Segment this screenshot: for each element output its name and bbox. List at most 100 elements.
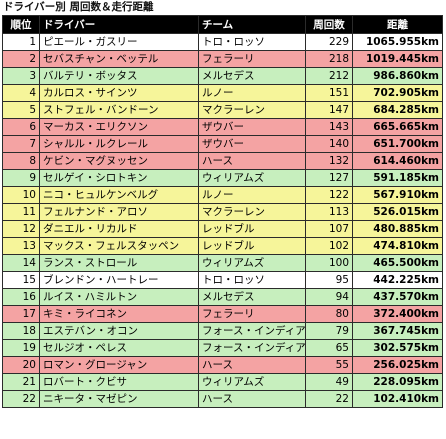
laps-cell: 229	[305, 33, 353, 51]
laps-cell: 113	[305, 203, 353, 221]
distance-cell: 480.885km	[352, 220, 443, 238]
table-row: 10 ニコ・ヒュルケンベルグ ルノー 122 567.910km	[2, 186, 443, 204]
laps-cell: 49	[305, 373, 353, 391]
table-row: 1 ピエール・ガスリー トロ・ロッソ 229 1065.955km	[2, 33, 443, 51]
distance-cell: 442.225km	[352, 271, 443, 289]
table-row: 21 ロバート・クビサ ウィリアムズ 49 228.095km	[2, 373, 443, 391]
rank-cell: 17	[2, 305, 40, 323]
driver-cell: シャルル・ルクレール	[39, 135, 199, 153]
table-row: 22 ニキータ・マゼピン ハース 22 102.410km	[2, 390, 443, 408]
laps-cell: 22	[305, 390, 353, 408]
laps-cell: 100	[305, 254, 353, 272]
distance-cell: 614.460km	[352, 152, 443, 170]
table-row: 7 シャルル・ルクレール ザウバー 140 651.700km	[2, 135, 443, 153]
table-row: 17 キミ・ライコネン フェラーリ 80 372.400km	[2, 305, 443, 323]
driver-cell: バルテリ・ボッタス	[39, 67, 199, 85]
table-row: 8 ケビン・マグヌッセン ハース 132 614.460km	[2, 152, 443, 170]
distance-cell: 986.860km	[352, 67, 443, 85]
rank-cell: 2	[2, 50, 40, 68]
laps-cell: 147	[305, 101, 353, 119]
distance-cell: 1065.955km	[352, 33, 443, 51]
laps-cell: 95	[305, 271, 353, 289]
team-cell: メルセデス	[198, 67, 306, 85]
team-cell: フェラーリ	[198, 50, 306, 68]
table-row: 11 フェルナンド・アロソ マクラーレン 113 526.015km	[2, 203, 443, 221]
distance-cell: 591.185km	[352, 169, 443, 187]
rank-cell: 20	[2, 356, 40, 374]
driver-cell: エステバン・オコン	[39, 322, 199, 340]
team-cell: レッドブル	[198, 237, 306, 255]
rank-cell: 19	[2, 339, 40, 357]
distance-cell: 1019.445km	[352, 50, 443, 68]
rank-cell: 15	[2, 271, 40, 289]
rank-cell: 12	[2, 220, 40, 238]
rank-cell: 22	[2, 390, 40, 408]
driver-ranking-table: 順位 ドライバー チーム 周回数 距離 1 ピエール・ガスリー トロ・ロッソ 229 1…	[2, 15, 443, 408]
team-cell: トロ・ロッソ	[198, 33, 306, 51]
laps-cell: 65	[305, 339, 353, 357]
driver-cell: ニコ・ヒュルケンベルグ	[39, 186, 199, 204]
table-row: 6 マーカス・エリクソン ザウバー 143 665.665km	[2, 118, 443, 136]
laps-cell: 140	[305, 135, 353, 153]
team-cell: ウィリアムズ	[198, 254, 306, 272]
team-cell: フォース・インディア	[198, 339, 306, 357]
table-row: 14 ランス・ストロール ウィリアムズ 100 465.500km	[2, 254, 443, 272]
rank-cell: 13	[2, 237, 40, 255]
distance-cell: 567.910km	[352, 186, 443, 204]
distance-cell: 702.905km	[352, 84, 443, 102]
laps-cell: 212	[305, 67, 353, 85]
team-cell: ルノー	[198, 84, 306, 102]
team-cell: ウィリアムズ	[198, 373, 306, 391]
laps-cell: 151	[305, 84, 353, 102]
team-cell: ウィリアムズ	[198, 169, 306, 187]
driver-cell: セルゲイ・シロトキン	[39, 169, 199, 187]
header-team: チーム	[198, 15, 306, 34]
table-row: 3 バルテリ・ボッタス メルセデス 212 986.860km	[2, 67, 443, 85]
laps-cell: 102	[305, 237, 353, 255]
team-cell: ルノー	[198, 186, 306, 204]
rank-cell: 16	[2, 288, 40, 306]
driver-cell: キミ・ライコネン	[39, 305, 199, 323]
team-cell: ザウバー	[198, 118, 306, 136]
table-row: 18 エステバン・オコン フォース・インディア 79 367.745km	[2, 322, 443, 340]
team-cell: レッドブル	[198, 220, 306, 238]
team-cell: マクラーレン	[198, 101, 306, 119]
driver-cell: ブレンドン・ハートレー	[39, 271, 199, 289]
laps-cell: 107	[305, 220, 353, 238]
laps-cell: 94	[305, 288, 353, 306]
rank-cell: 7	[2, 135, 40, 153]
driver-cell: セバスチャン・ベッテル	[39, 50, 199, 68]
header-rank: 順位	[2, 15, 40, 34]
rank-cell: 11	[2, 203, 40, 221]
distance-cell: 526.015km	[352, 203, 443, 221]
driver-cell: ストフェル・バンドーン	[39, 101, 199, 119]
driver-cell: マーカス・エリクソン	[39, 118, 199, 136]
distance-cell: 228.095km	[352, 373, 443, 391]
distance-cell: 302.575km	[352, 339, 443, 357]
rank-cell: 1	[2, 33, 40, 51]
laps-cell: 79	[305, 322, 353, 340]
team-cell: メルセデス	[198, 288, 306, 306]
rank-cell: 10	[2, 186, 40, 204]
driver-cell: マックス・フェルスタッペン	[39, 237, 199, 255]
laps-cell: 80	[305, 305, 353, 323]
table-row: 15 ブレンドン・ハートレー トロ・ロッソ 95 442.225km	[2, 271, 443, 289]
table-row: 4 カルロス・サインツ ルノー 151 702.905km	[2, 84, 443, 102]
rank-cell: 5	[2, 101, 40, 119]
driver-cell: ランス・ストロール	[39, 254, 199, 272]
laps-cell: 218	[305, 50, 353, 68]
driver-cell: ピエール・ガスリー	[39, 33, 199, 51]
team-cell: ザウバー	[198, 135, 306, 153]
header-distance: 距離	[352, 15, 443, 34]
table-row: 2 セバスチャン・ベッテル フェラーリ 218 1019.445km	[2, 50, 443, 68]
distance-cell: 102.410km	[352, 390, 443, 408]
team-cell: ハース	[198, 152, 306, 170]
page-title: ドライバー別 周回数＆走行距離	[3, 1, 154, 13]
table-row: 20 ロマン・グロージャン ハース 55 256.025km	[2, 356, 443, 374]
team-cell: トロ・ロッソ	[198, 271, 306, 289]
header-driver: ドライバー	[39, 15, 199, 34]
laps-cell: 127	[305, 169, 353, 187]
laps-cell: 122	[305, 186, 353, 204]
table-body: 1 ピエール・ガスリー トロ・ロッソ 229 1065.955km 2 セバスチャン・ベッテ…	[2, 33, 443, 408]
table-row: 12 ダニエル・リカルド レッドブル 107 480.885km	[2, 220, 443, 238]
